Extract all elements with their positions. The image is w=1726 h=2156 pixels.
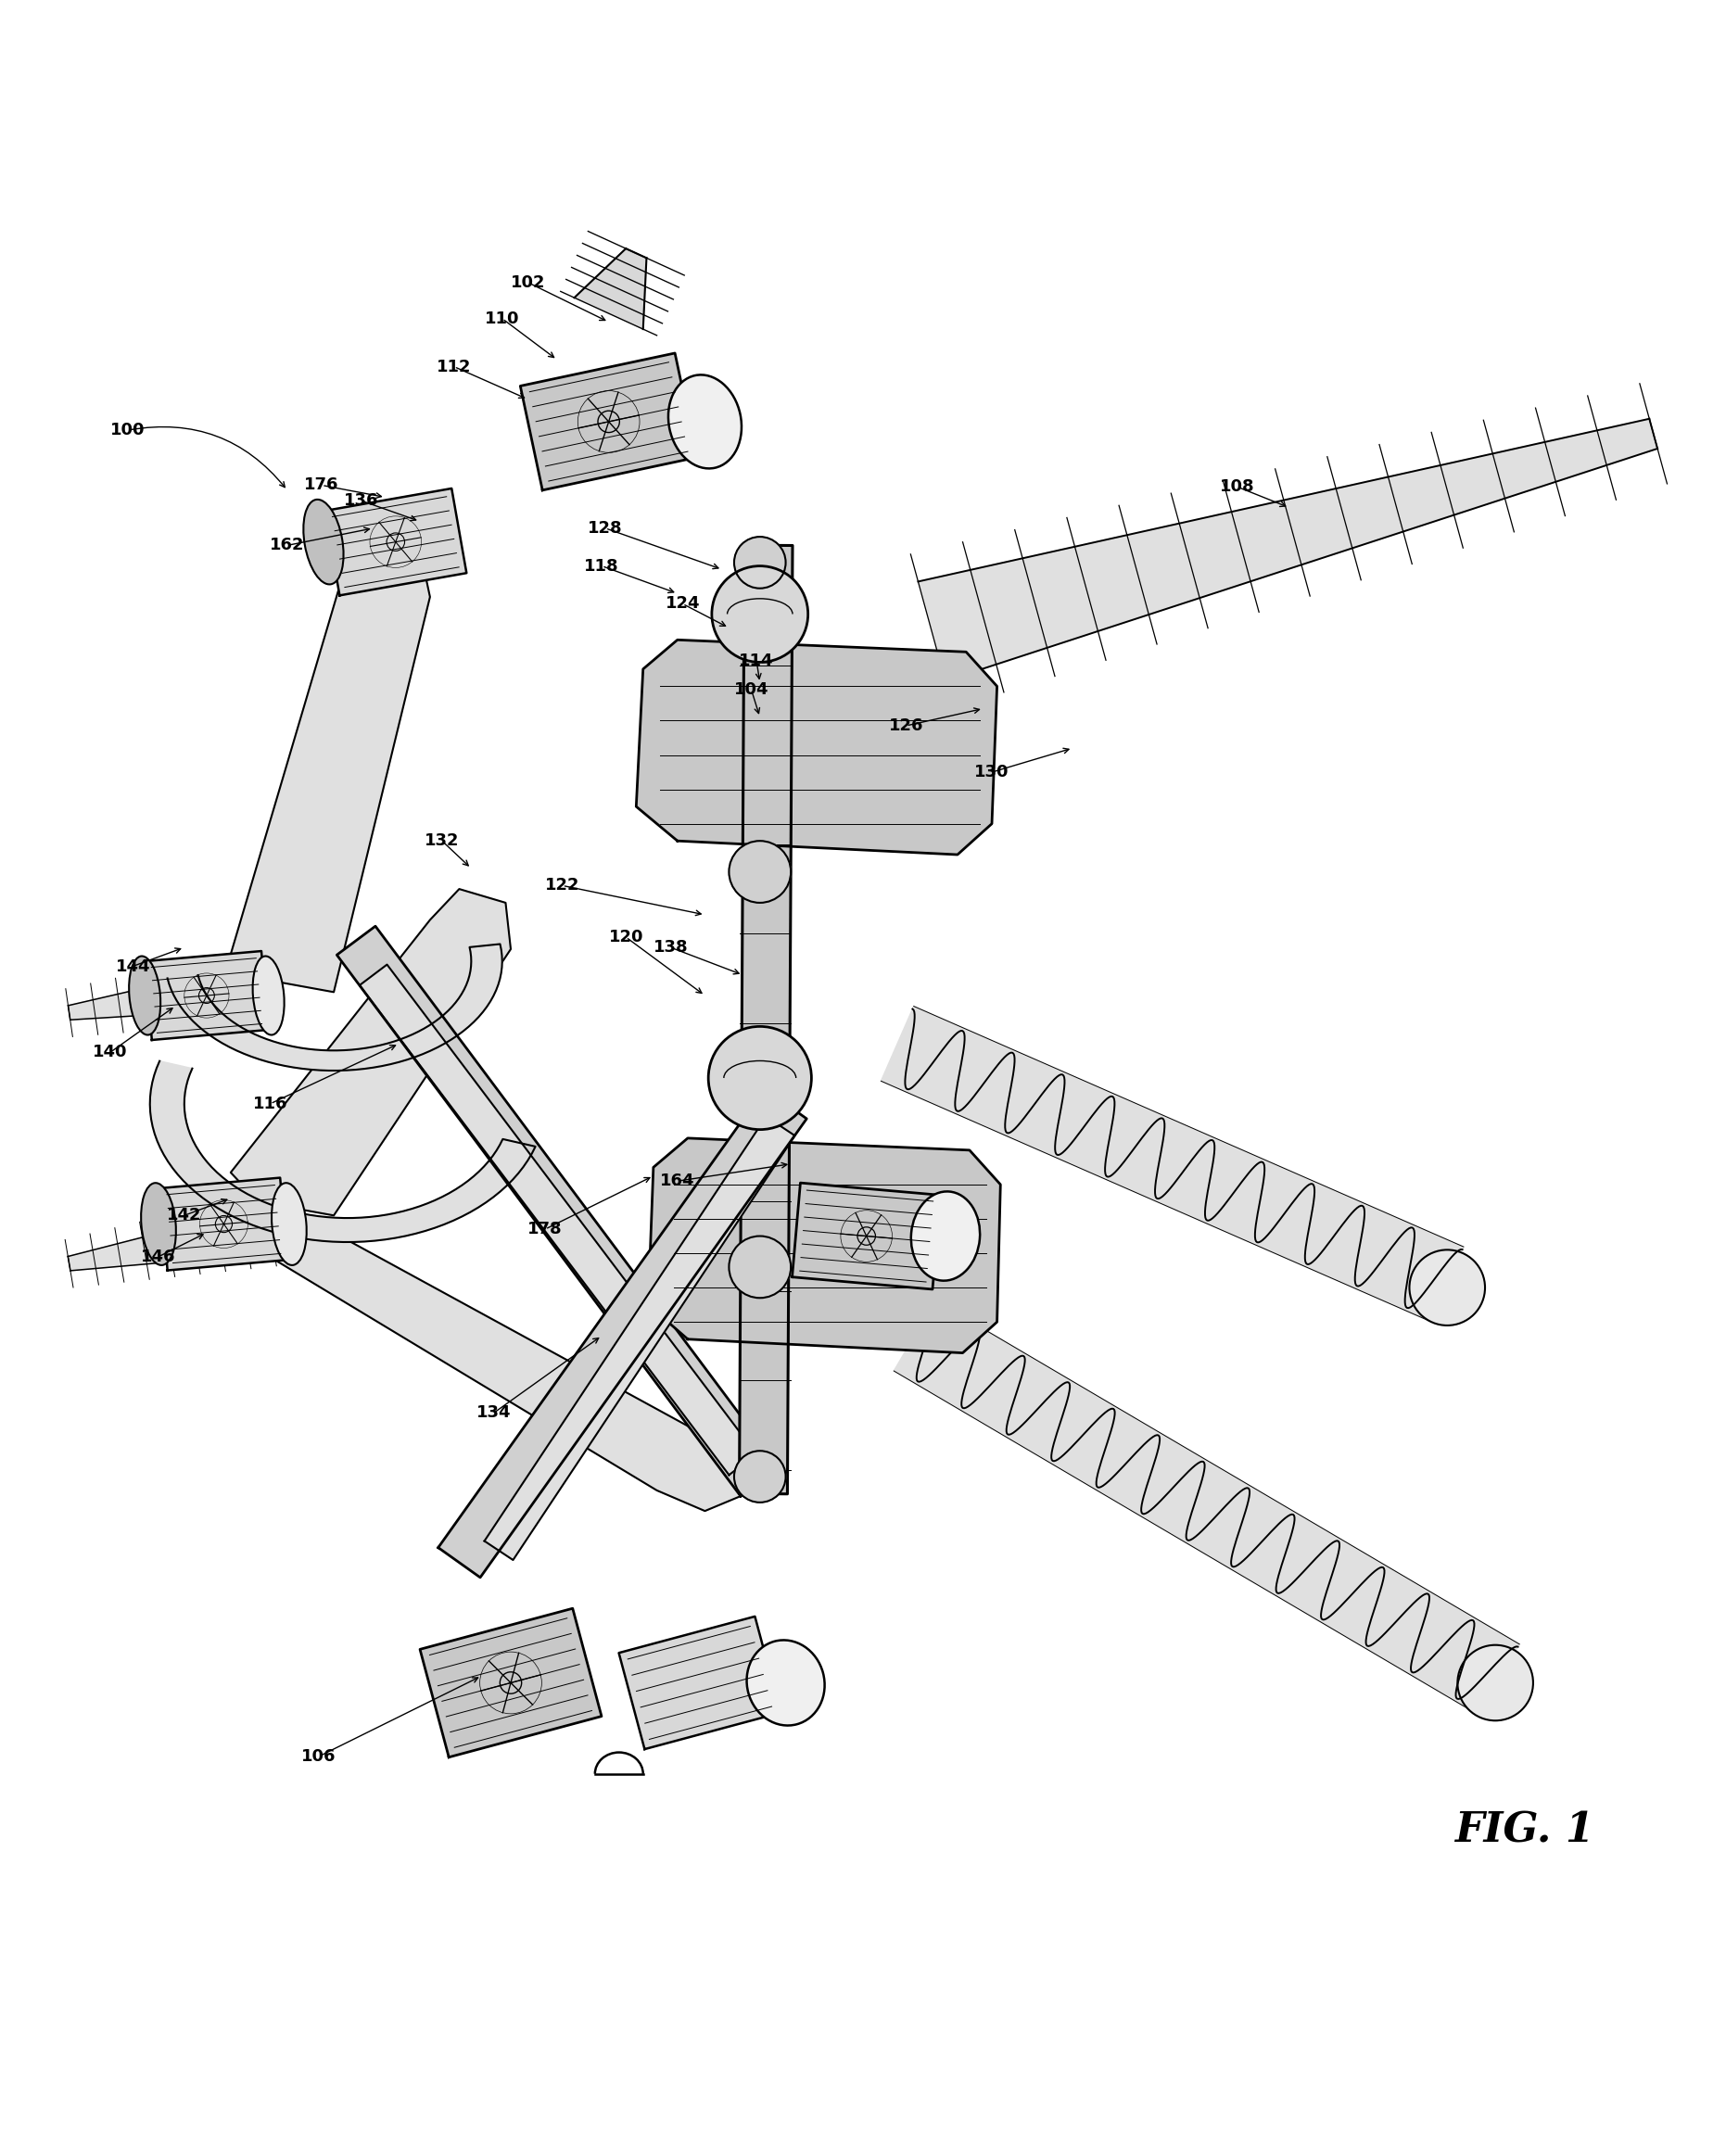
Ellipse shape: [271, 1184, 307, 1266]
Polygon shape: [145, 951, 268, 1039]
Text: 146: 146: [142, 1248, 176, 1266]
Text: 164: 164: [659, 1173, 696, 1190]
Text: 120: 120: [609, 929, 644, 946]
Polygon shape: [620, 1617, 780, 1749]
Text: 118: 118: [585, 558, 620, 573]
Circle shape: [728, 1235, 791, 1298]
Text: 106: 106: [300, 1749, 335, 1766]
Text: 162: 162: [269, 537, 306, 554]
Text: 116: 116: [252, 1095, 288, 1112]
Polygon shape: [161, 1177, 287, 1270]
Ellipse shape: [304, 500, 343, 584]
Text: 134: 134: [476, 1406, 511, 1421]
Polygon shape: [259, 1201, 746, 1511]
Polygon shape: [167, 944, 502, 1072]
Polygon shape: [67, 959, 274, 1020]
Circle shape: [1457, 1645, 1533, 1720]
Text: 128: 128: [589, 520, 623, 537]
Text: FIG. 1: FIG. 1: [1455, 1811, 1595, 1850]
Polygon shape: [419, 1608, 602, 1757]
Polygon shape: [231, 888, 511, 1216]
Circle shape: [711, 567, 808, 662]
Polygon shape: [231, 541, 430, 992]
Ellipse shape: [747, 1641, 825, 1725]
Text: 114: 114: [739, 651, 773, 668]
Polygon shape: [324, 489, 466, 595]
Ellipse shape: [142, 1184, 176, 1266]
Polygon shape: [575, 248, 647, 330]
Ellipse shape: [668, 375, 742, 468]
Polygon shape: [359, 964, 756, 1475]
Polygon shape: [438, 1089, 806, 1578]
Polygon shape: [880, 1007, 1464, 1322]
Text: 110: 110: [485, 310, 520, 328]
Text: 104: 104: [734, 681, 768, 699]
Ellipse shape: [911, 1192, 980, 1281]
Circle shape: [734, 537, 785, 589]
Text: 130: 130: [975, 763, 1010, 780]
Polygon shape: [67, 1205, 274, 1270]
Text: 140: 140: [93, 1044, 128, 1061]
Text: 176: 176: [304, 476, 338, 494]
Ellipse shape: [129, 955, 161, 1035]
Polygon shape: [894, 1300, 1519, 1714]
Polygon shape: [739, 545, 792, 1494]
Text: 138: 138: [652, 940, 689, 955]
Circle shape: [1410, 1250, 1484, 1326]
Text: 112: 112: [437, 358, 471, 375]
Text: 132: 132: [425, 832, 459, 849]
Polygon shape: [150, 1061, 535, 1242]
Polygon shape: [637, 640, 998, 854]
Circle shape: [708, 1026, 811, 1130]
Text: 178: 178: [528, 1220, 563, 1238]
Text: 142: 142: [167, 1207, 202, 1225]
Polygon shape: [520, 354, 697, 489]
Polygon shape: [337, 927, 778, 1496]
Text: 102: 102: [511, 274, 545, 291]
Circle shape: [734, 1451, 785, 1503]
Polygon shape: [649, 1138, 1001, 1354]
Polygon shape: [792, 1184, 941, 1289]
Polygon shape: [918, 418, 1657, 681]
Circle shape: [728, 841, 791, 903]
Polygon shape: [485, 1117, 796, 1561]
Text: 100: 100: [110, 423, 145, 438]
Text: 136: 136: [343, 492, 378, 509]
Text: 108: 108: [1220, 479, 1255, 496]
Text: 122: 122: [545, 877, 580, 895]
Text: 124: 124: [665, 595, 701, 612]
Ellipse shape: [252, 955, 285, 1035]
Text: 126: 126: [889, 718, 923, 733]
Text: 144: 144: [116, 957, 150, 975]
